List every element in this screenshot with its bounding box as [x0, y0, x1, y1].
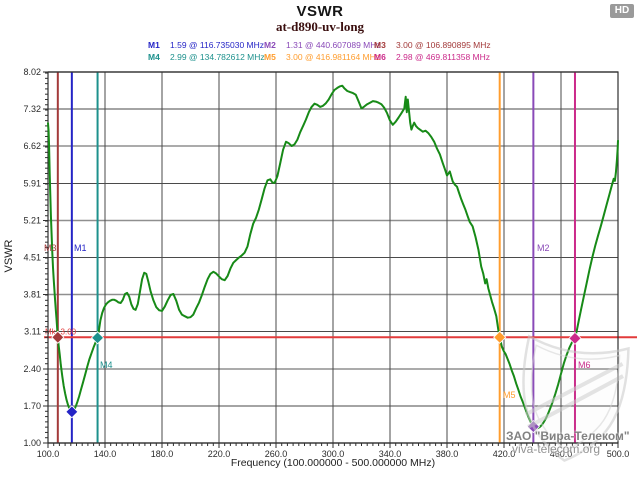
x-axis-title: Frequency (100.000000 - 500.000000 MHz): [230, 457, 436, 469]
legend-marker-value: 3.00 @ 416.981164 MHz: [286, 52, 381, 62]
marker-diamond-m5[interactable]: [493, 330, 507, 344]
legend-entry-m3: M3 3.00 @ 106.890895 MHz: [374, 39, 491, 51]
y-tick-label: 1.70: [23, 401, 41, 411]
y-tick-label: 4.51: [23, 253, 41, 263]
legend-marker-id: M1: [148, 40, 160, 50]
marker-label-m1: M1: [74, 243, 87, 253]
legend-marker-id: M5: [264, 52, 276, 62]
vswr-curve: [47, 84, 619, 430]
legend-entry-m4: M4 2.99 @ 134.782612 MHz: [148, 51, 265, 63]
marker-label-m3: M3: [44, 243, 57, 253]
legend-entry-m2: M2 1.31 @ 440.607089 MHz: [264, 39, 381, 51]
x-tick-label: 140.0: [94, 449, 117, 459]
y-tick-label: 5.91: [23, 179, 41, 189]
watermark-site: viva-telecom.org: [512, 442, 601, 456]
marker-diamond-m3[interactable]: [51, 330, 65, 344]
x-tick-label: 220.0: [208, 449, 231, 459]
legend-marker-value: 1.59 @ 116.735030 MHz: [170, 40, 265, 50]
legend-marker-id: M3: [374, 40, 386, 50]
y-tick-label: 3.11: [24, 326, 41, 336]
marker-diamond-m1[interactable]: [65, 405, 79, 419]
legend-entry-m5: M5 3.00 @ 416.981164 MHz: [264, 51, 380, 63]
shield-watermark-icon: [522, 334, 630, 462]
legend-entry-m6: M6 2.98 @ 469.811358 MHz: [374, 51, 490, 63]
legend-marker-value: 2.98 @ 469.811358 MHz: [396, 52, 491, 62]
legend-marker-value: 1.31 @ 440.607089 MHz: [286, 40, 381, 50]
x-tick-label: 300.0: [322, 449, 345, 459]
y-tick-label: 5.21: [23, 216, 41, 226]
watermark-company: ЗАО "Вира-Телеком": [506, 429, 630, 443]
x-tick-label: 100.0: [37, 449, 60, 459]
y-tick-label: 8.02: [23, 67, 41, 77]
y-tick-label: 1.00: [23, 438, 41, 448]
marker-diamond-m4[interactable]: [90, 331, 105, 345]
y-tick-label: 2.40: [23, 364, 41, 374]
x-tick-label: 340.0: [379, 449, 402, 459]
marker-label-m4: M4: [100, 360, 113, 370]
limit-line-label: Mkr 3.00: [45, 327, 77, 336]
y-tick-label: 6.62: [23, 141, 41, 151]
x-tick-label: 260.0: [265, 449, 288, 459]
y-axis-title: VSWR: [3, 239, 15, 273]
y-tick-label: 7.32: [23, 104, 41, 114]
legend-marker-value: 3.00 @ 106.890895 MHz: [396, 40, 491, 50]
y-tick-label: 3.81: [23, 289, 41, 299]
x-tick-label: 500.0: [607, 449, 630, 459]
hd-badge[interactable]: HD: [610, 4, 634, 18]
chart-subtitle: at-d890-uv-long: [275, 19, 365, 34]
legend-marker-id: M6: [374, 52, 386, 62]
marker-label-m6: M6: [578, 360, 591, 370]
legend-marker-value: 2.99 @ 134.782612 MHz: [170, 52, 265, 62]
chart-title: VSWR: [296, 3, 344, 20]
x-tick-label: 180.0: [151, 449, 174, 459]
legend-entry-m1: M1 1.59 @ 116.735030 MHz: [148, 39, 264, 51]
legend-marker-id: M4: [148, 52, 160, 62]
x-tick-label: 380.0: [436, 449, 459, 459]
marker-label-m2: M2: [537, 243, 550, 253]
marker-label-m5: M5: [503, 390, 516, 400]
marker-diamond-m6[interactable]: [568, 331, 582, 345]
x-tick-label: 460.0: [550, 449, 573, 459]
legend-marker-id: M2: [264, 40, 276, 50]
x-tick-label: 420.0: [493, 449, 516, 459]
